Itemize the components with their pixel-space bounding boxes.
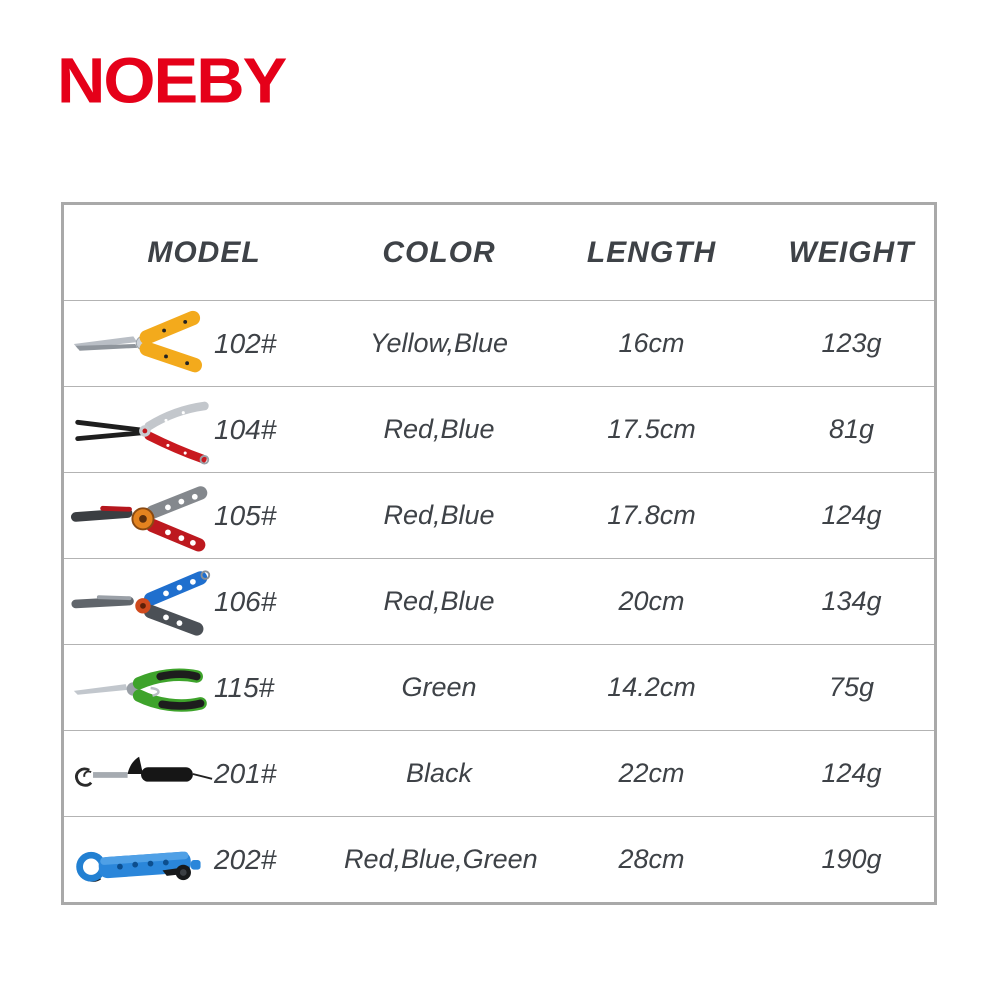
model-number: 106# xyxy=(214,585,277,617)
table-row: 104# Red,Blue 17.5cm 81g xyxy=(64,386,934,472)
model-cell: 105# xyxy=(64,473,344,558)
length-cell: 17.5cm xyxy=(607,414,696,444)
model-cell: 201# xyxy=(64,731,344,816)
table-row: 115# Green 14.2cm 75g xyxy=(64,644,934,730)
table-row: 102# Yellow,Blue 16cm 123g xyxy=(64,300,934,386)
length-cell: 16cm xyxy=(618,328,685,358)
spec-table: MODEL COLOR LENGTH WEIGHT xyxy=(61,202,937,905)
weight-cell: 75g xyxy=(828,672,875,702)
model-number: 115# xyxy=(214,671,275,703)
table-header-model: MODEL xyxy=(147,235,261,269)
table-row: 105# Red,Blue 17.8cm 124g xyxy=(64,472,934,558)
green-needle-nose-pliers-icon xyxy=(70,649,214,727)
table-header-color: COLOR xyxy=(382,235,496,269)
yellow-split-ring-pliers-icon xyxy=(70,305,214,383)
model-cell: 104# xyxy=(64,387,344,472)
length-cell: 14.2cm xyxy=(607,672,696,702)
color-cell: Red,Blue xyxy=(383,414,495,444)
length-cell: 22cm xyxy=(618,758,685,788)
model-cell: 106# xyxy=(64,559,344,644)
blue-gray-hole-pliers-icon xyxy=(70,563,214,641)
weight-cell: 124g xyxy=(821,758,882,788)
length-cell: 17.8cm xyxy=(607,500,696,530)
model-cell: 102# xyxy=(64,301,344,386)
brand-logo: NOEBY xyxy=(57,44,287,117)
table-row: 202# Red,Blue,Green 28cm 190g xyxy=(64,816,934,902)
length-cell: 28cm xyxy=(618,844,685,874)
model-cell: 202# xyxy=(64,817,344,902)
table-header-row: MODEL COLOR LENGTH WEIGHT xyxy=(64,205,934,300)
weight-cell: 123g xyxy=(821,328,882,358)
model-number: 102# xyxy=(214,327,277,359)
weight-cell: 81g xyxy=(828,414,875,444)
table-row: 106# Red,Blue 20cm 134g xyxy=(64,558,934,644)
blue-fish-lip-gripper-icon xyxy=(70,821,214,899)
length-cell: 20cm xyxy=(618,586,685,616)
weight-cell: 124g xyxy=(821,500,882,530)
color-cell: Red,Blue xyxy=(383,500,495,530)
color-cell: Black xyxy=(405,758,473,788)
model-number: 104# xyxy=(214,413,277,445)
weight-cell: 134g xyxy=(821,586,882,616)
color-cell: Red,Blue xyxy=(383,586,495,616)
model-number: 202# xyxy=(214,843,277,875)
table-header-length: LENGTH xyxy=(586,235,717,269)
model-number: 201# xyxy=(214,757,277,789)
table-header-weight: WEIGHT xyxy=(788,235,915,269)
color-cell: Yellow,Blue xyxy=(369,328,509,358)
red-gray-hole-pliers-icon xyxy=(70,477,214,555)
color-cell: Green xyxy=(401,672,477,702)
color-cell: Red,Blue,Green xyxy=(344,844,538,874)
red-silver-pliers-icon xyxy=(70,391,214,469)
black-fish-lip-gripper-icon xyxy=(70,735,214,813)
model-cell: 115# xyxy=(64,645,344,730)
table-row: 201# Black 22cm 124g xyxy=(64,730,934,816)
model-number: 105# xyxy=(214,499,277,531)
weight-cell: 190g xyxy=(821,844,882,874)
